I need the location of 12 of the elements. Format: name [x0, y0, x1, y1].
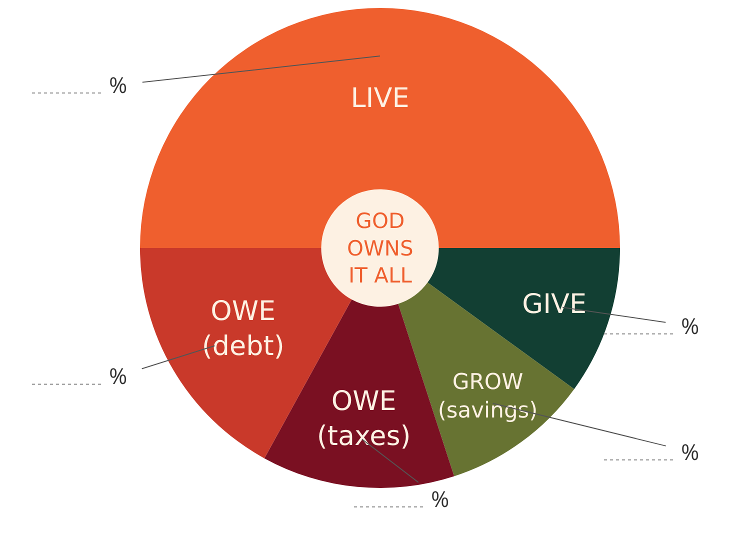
data-label: % — [681, 311, 700, 341]
slice-label: GIVE — [522, 289, 587, 320]
data-label: % — [431, 484, 450, 514]
donut-slice — [428, 248, 620, 390]
text: GOD OWNS IT ALL — [347, 209, 414, 288]
slice-label: LIVE — [350, 83, 410, 114]
data-label: % — [109, 361, 128, 391]
data-label: % — [109, 70, 128, 100]
slice-label: GROW (savings) — [438, 370, 538, 424]
slice-label: OWE (debt) — [202, 296, 284, 362]
data-label: % — [681, 437, 700, 467]
slice-label: OWE (taxes) — [316, 386, 411, 452]
